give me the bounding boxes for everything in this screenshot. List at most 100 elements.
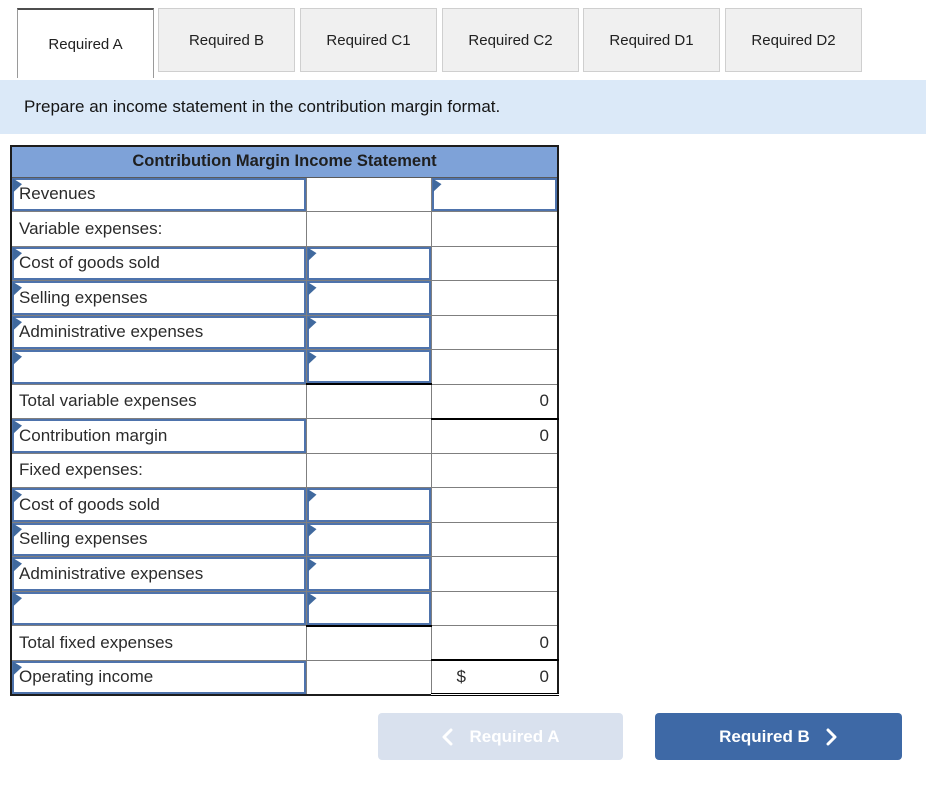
static-cell	[430, 280, 559, 316]
table-row: Selling expenses	[10, 521, 559, 557]
static-cell	[430, 487, 559, 523]
next-button-label: Required B	[719, 726, 810, 746]
tab-label: Required A	[48, 35, 123, 53]
contribution-margin-worksheet: Contribution Margin Income Statement Rev…	[10, 145, 560, 696]
editable-cell-flag-icon	[432, 178, 442, 193]
instruction-text: Prepare an income statement in the contr…	[24, 97, 501, 116]
tab-label: Required D2	[751, 31, 836, 49]
variable-selling-amount-input[interactable]	[305, 280, 432, 316]
variable-extra-label-input[interactable]	[10, 349, 307, 385]
worksheet-title: Contribution Margin Income Statement	[10, 145, 559, 178]
fixed-cogs-amount-input[interactable]	[305, 487, 432, 523]
operating-income-value-cell: $ 0	[430, 659, 559, 696]
revenues-amount-input[interactable]	[430, 176, 559, 212]
static-cell	[430, 314, 559, 350]
contribution-margin-label-input[interactable]: Contribution margin	[10, 418, 307, 454]
fixed-expenses-heading: Fixed expenses:	[10, 452, 307, 488]
variable-extra-amount-input[interactable]	[305, 349, 432, 385]
table-row: Cost of goods sold	[10, 487, 559, 523]
total-variable-expenses-value: 0	[430, 383, 559, 419]
static-cell	[430, 556, 559, 592]
variable-admin-label-input[interactable]: Administrative expenses	[10, 314, 307, 350]
editable-cell-flag-icon	[13, 661, 22, 676]
editable-cell-flag-icon	[307, 592, 317, 607]
static-cell	[305, 418, 432, 454]
editable-cell-flag-icon	[307, 247, 317, 262]
fixed-admin-label-input[interactable]: Administrative expenses	[10, 556, 307, 592]
operating-income-label-input[interactable]: Operating income	[10, 659, 307, 695]
operating-income-value: 0	[539, 667, 550, 686]
chevron-left-icon	[442, 728, 453, 745]
fixed-extra-amount-input[interactable]	[305, 590, 432, 626]
editable-cell-flag-icon	[13, 420, 22, 434]
table-row: Revenues	[10, 176, 559, 212]
fixed-admin-amount-input[interactable]	[305, 556, 432, 592]
chevron-right-icon	[826, 728, 837, 745]
prev-required-a-button[interactable]: Required A	[378, 713, 623, 760]
editable-cell-flag-icon	[13, 316, 22, 331]
static-cell	[430, 452, 559, 488]
tab-required-d1[interactable]: Required D1	[583, 8, 720, 72]
editable-cell-flag-icon	[307, 282, 317, 296]
next-required-b-button[interactable]: Required B	[655, 713, 902, 760]
editable-cell-flag-icon	[13, 558, 22, 572]
tab-label: Required C1	[326, 31, 411, 49]
editable-cell-flag-icon	[13, 282, 22, 296]
tab-label: Required D1	[609, 31, 694, 49]
tab-required-c1[interactable]: Required C1	[300, 8, 437, 72]
tab-required-c2[interactable]: Required C2	[442, 8, 579, 72]
table-row	[10, 590, 559, 626]
table-row	[10, 349, 559, 385]
fixed-selling-label-input[interactable]: Selling expenses	[10, 521, 307, 557]
table-row: Administrative expenses	[10, 556, 559, 592]
revenues-label-input[interactable]: Revenues	[10, 176, 307, 212]
tab-required-d2[interactable]: Required D2	[725, 8, 862, 72]
editable-cell-flag-icon	[13, 592, 22, 607]
editable-cell-flag-icon	[307, 558, 317, 572]
total-variable-expenses-label: Total variable expenses	[10, 383, 307, 419]
table-row: Variable expenses:	[10, 211, 559, 247]
static-cell	[430, 211, 559, 247]
table-row: Administrative expenses	[10, 314, 559, 350]
static-cell	[430, 521, 559, 557]
tab-required-b[interactable]: Required B	[158, 8, 295, 72]
tab-required-a[interactable]: Required A	[17, 8, 154, 78]
currency-symbol: $	[456, 667, 466, 686]
variable-cogs-amount-input[interactable]	[305, 245, 432, 281]
editable-cell-flag-icon	[13, 247, 22, 262]
table-row: Operating income $ 0	[10, 659, 559, 696]
editable-cell-flag-icon	[307, 523, 317, 538]
fixed-cogs-label-input[interactable]: Cost of goods sold	[10, 487, 307, 523]
static-cell	[430, 590, 559, 626]
tab-label: Required C2	[468, 31, 553, 49]
editable-cell-flag-icon	[307, 316, 317, 331]
static-cell	[305, 452, 432, 488]
table-row: Contribution margin 0	[10, 417, 559, 454]
fixed-extra-label-input[interactable]	[10, 590, 307, 626]
table-row: Selling expenses	[10, 280, 559, 316]
static-cell	[305, 624, 432, 661]
total-fixed-expenses-value: 0	[430, 625, 559, 661]
static-cell	[430, 245, 559, 281]
editable-cell-flag-icon	[307, 489, 317, 503]
variable-admin-amount-input[interactable]	[305, 314, 432, 350]
prev-button-label: Required A	[469, 726, 560, 746]
table-row: Fixed expenses:	[10, 452, 559, 488]
editable-cell-flag-icon	[307, 351, 317, 365]
static-cell	[305, 211, 432, 247]
static-cell	[305, 176, 432, 212]
table-row: Total fixed expenses 0	[10, 624, 559, 661]
tab-label: Required B	[188, 31, 265, 49]
contribution-margin-value: 0	[430, 417, 559, 454]
table-row: Cost of goods sold	[10, 245, 559, 281]
editable-cell-flag-icon	[13, 523, 22, 538]
variable-cogs-label-input[interactable]: Cost of goods sold	[10, 245, 307, 281]
editable-cell-flag-icon	[13, 178, 22, 193]
instruction-banner: Prepare an income statement in the contr…	[0, 80, 926, 134]
table-row: Total variable expenses 0	[10, 383, 559, 419]
variable-selling-label-input[interactable]: Selling expenses	[10, 280, 307, 316]
fixed-selling-amount-input[interactable]	[305, 521, 432, 557]
static-cell	[305, 659, 432, 695]
static-cell	[430, 349, 559, 385]
